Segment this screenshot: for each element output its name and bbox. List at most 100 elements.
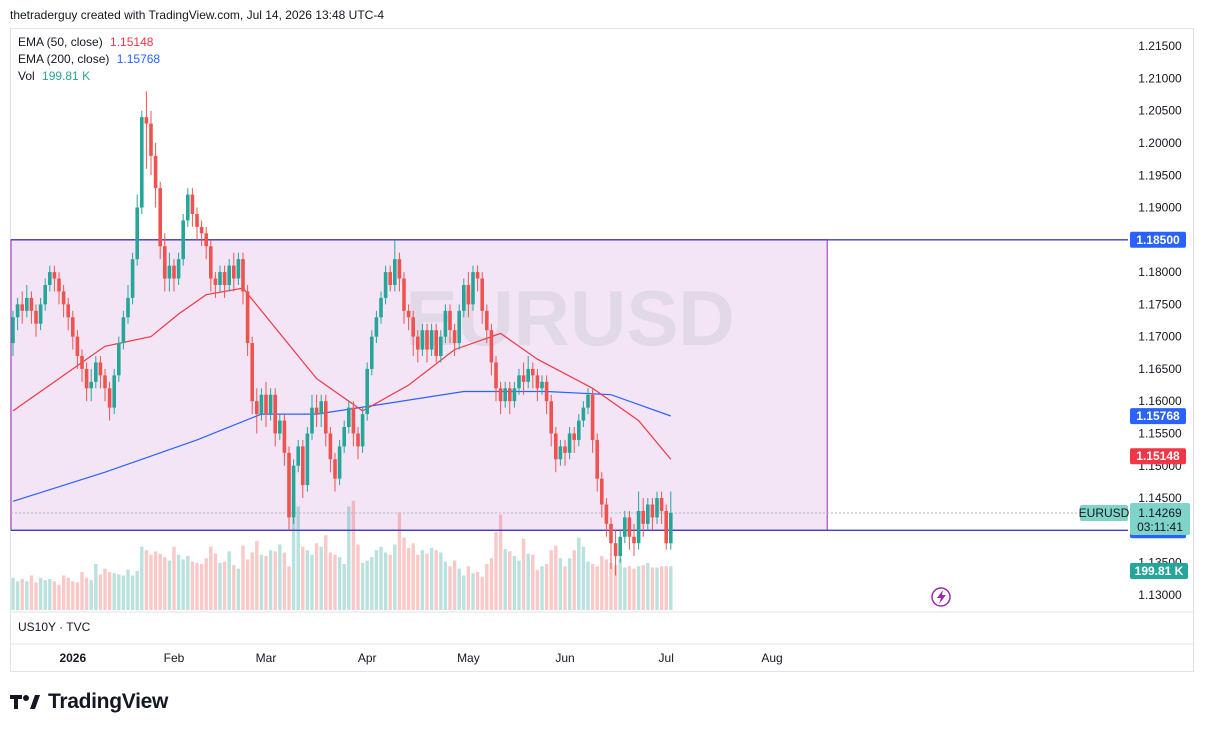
candle-body[interactable] [535, 375, 540, 389]
candle-body[interactable] [144, 117, 149, 124]
candle-body[interactable] [632, 536, 636, 544]
candle-body[interactable] [669, 512, 673, 544]
candle-body[interactable] [554, 433, 558, 460]
candle-body[interactable] [20, 304, 24, 311]
indicator-badge[interactable]: 1.15768 [1136, 409, 1180, 423]
candle-body[interactable] [287, 452, 291, 518]
candle-body[interactable] [319, 401, 323, 415]
candle-body[interactable] [195, 213, 199, 227]
candle-body[interactable] [282, 420, 287, 453]
candle-body[interactable] [471, 272, 475, 305]
candle-body[interactable] [153, 155, 158, 189]
candle-body[interactable] [641, 510, 645, 524]
candle-body[interactable] [577, 420, 581, 440]
candle-body[interactable] [149, 123, 153, 156]
candle-body[interactable] [498, 388, 503, 402]
candle-body[interactable] [383, 272, 388, 298]
candle-body[interactable] [627, 517, 632, 537]
candle-body[interactable] [117, 343, 121, 376]
candle-body[interactable] [544, 381, 549, 402]
candle-body[interactable] [186, 194, 190, 221]
candle-body[interactable] [379, 297, 383, 318]
candle-body[interactable] [388, 272, 392, 285]
candle-body[interactable] [291, 465, 296, 518]
candle-body[interactable] [508, 388, 512, 402]
candle-body[interactable] [48, 272, 52, 285]
candle-body[interactable] [420, 330, 425, 350]
candle-body[interactable] [650, 504, 655, 518]
candle-body[interactable] [324, 401, 328, 434]
candle-body[interactable] [558, 446, 563, 460]
candle-body[interactable] [342, 427, 346, 447]
candle-body[interactable] [581, 407, 586, 421]
candle-body[interactable] [337, 446, 342, 479]
candle-body[interactable] [66, 304, 70, 318]
range-zone[interactable] [10, 239, 828, 531]
candle-body[interactable] [328, 433, 333, 460]
candle-body[interactable] [296, 446, 300, 466]
candle-body[interactable] [38, 304, 43, 324]
volume-badge[interactable]: 199.81 K [1135, 564, 1184, 578]
candle-body[interactable] [540, 381, 544, 389]
candle-body[interactable] [112, 375, 116, 408]
candle-body[interactable] [273, 394, 277, 434]
candle-body[interactable] [462, 284, 466, 311]
candle-body[interactable] [259, 394, 264, 415]
candle-body[interactable] [567, 433, 572, 453]
candle-body[interactable] [218, 272, 222, 285]
candle-body[interactable] [98, 362, 103, 376]
candle-body[interactable] [232, 265, 236, 279]
candle-body[interactable] [439, 336, 443, 357]
candle-body[interactable] [659, 498, 664, 511]
candle-body[interactable] [425, 330, 429, 350]
candle-body[interactable] [563, 446, 567, 453]
candle-body[interactable] [360, 414, 365, 447]
candle-body[interactable] [503, 388, 507, 402]
candle-body[interactable] [163, 246, 167, 279]
candle-body[interactable] [480, 278, 484, 311]
candle-body[interactable] [664, 510, 668, 544]
volume-legend[interactable]: Vol 199.81 K [18, 69, 90, 83]
candle-body[interactable] [213, 278, 218, 285]
candle-body[interactable] [512, 388, 517, 402]
candle-body[interactable] [351, 407, 356, 434]
candle-body[interactable] [655, 498, 659, 518]
candle-body[interactable] [29, 297, 34, 311]
candle-body[interactable] [489, 330, 494, 363]
indicator-badge[interactable]: 1.15148 [1136, 449, 1180, 463]
candle-body[interactable] [181, 220, 185, 260]
candle-body[interactable] [176, 259, 181, 279]
candle-body[interactable] [521, 375, 526, 382]
candle-body[interactable] [443, 310, 448, 337]
candle-body[interactable] [452, 330, 457, 344]
candle-body[interactable] [411, 317, 415, 337]
candle-body[interactable] [590, 394, 595, 440]
candle-body[interactable] [494, 362, 498, 389]
candle-body[interactable] [365, 368, 369, 415]
candle-body[interactable] [526, 368, 530, 382]
candle-body[interactable] [301, 446, 305, 486]
candle-body[interactable] [595, 439, 599, 479]
candle-body[interactable] [517, 375, 521, 389]
last-price-badge[interactable]: 1.14269 [1138, 506, 1182, 520]
candle-body[interactable] [241, 259, 245, 292]
candle-body[interactable] [250, 343, 254, 402]
candle-body[interactable] [475, 272, 480, 279]
candle-body[interactable] [586, 394, 590, 408]
candle-body[interactable] [103, 375, 107, 389]
candle-body[interactable] [549, 401, 553, 434]
candle-body[interactable] [227, 265, 231, 285]
candle-body[interactable] [347, 407, 351, 428]
candle-body[interactable] [135, 207, 139, 260]
candle-body[interactable] [94, 362, 98, 382]
candle-body[interactable] [167, 265, 172, 279]
ema50-legend[interactable]: EMA (50, close) 1.15148 [18, 35, 153, 49]
candle-body[interactable] [222, 272, 227, 285]
candle-body[interactable] [84, 368, 89, 389]
candle-body[interactable] [25, 297, 29, 311]
candle-body[interactable] [333, 459, 337, 479]
candle-body[interactable] [172, 265, 176, 279]
candle-body[interactable] [646, 504, 650, 524]
candle-body[interactable] [255, 401, 259, 415]
